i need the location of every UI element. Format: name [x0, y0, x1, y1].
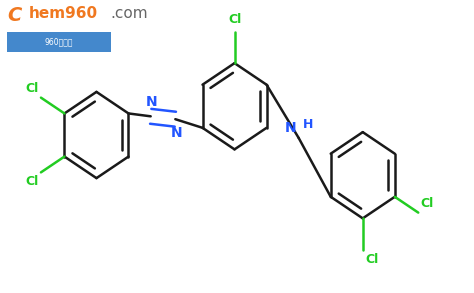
Text: Cl: Cl: [228, 13, 241, 26]
Text: hem960: hem960: [28, 6, 98, 21]
Text: N: N: [171, 126, 182, 140]
Text: Cl: Cl: [365, 253, 378, 266]
Text: N: N: [284, 121, 296, 135]
FancyBboxPatch shape: [8, 32, 110, 52]
Text: H: H: [302, 118, 313, 131]
Text: N: N: [146, 96, 157, 109]
Text: C: C: [8, 6, 22, 25]
Text: Cl: Cl: [421, 197, 434, 210]
Text: 960化工网: 960化工网: [45, 37, 73, 46]
Text: Cl: Cl: [25, 82, 38, 95]
Text: Cl: Cl: [25, 175, 38, 188]
Text: .com: .com: [110, 6, 148, 21]
